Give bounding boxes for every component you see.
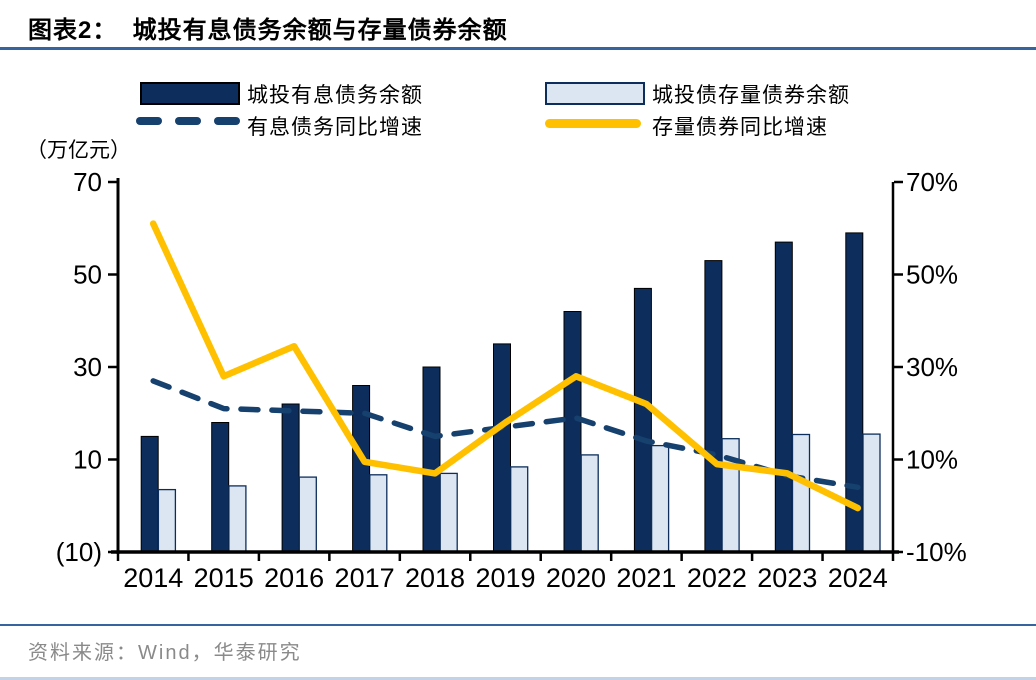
- legend-swatch-bar-dark: [140, 82, 240, 105]
- legend-item-bond-growth: 存量债券同比增速: [652, 116, 828, 139]
- legend-swatch-dashed-line: [136, 117, 240, 125]
- legend-swatch-bar-light: [545, 82, 645, 105]
- bar-s0-2019: [493, 343, 511, 553]
- y-tick-label-right: 70%: [906, 167, 958, 197]
- y-tick-label-left: 30: [73, 352, 102, 382]
- bar-s1-2018: [439, 472, 458, 553]
- bar-s1-2015: [228, 485, 247, 553]
- bar-s0-2021: [633, 287, 652, 553]
- bar-s0-2022: [704, 260, 723, 553]
- axis-unit-label: （万亿元）: [26, 139, 131, 162]
- x-tick-label: 2021: [616, 563, 676, 593]
- title-underline: [0, 47, 1036, 50]
- y-tick-label-left: 50: [73, 260, 102, 290]
- x-tick-label: 2018: [405, 563, 465, 593]
- y-tick-label-left: 10: [73, 445, 102, 475]
- x-tick-label: 2022: [687, 563, 747, 593]
- y-tick-label-right: 30%: [906, 352, 958, 382]
- x-tick-label: 2019: [475, 563, 535, 593]
- legend-swatch-solid-line: [545, 119, 641, 128]
- x-tick-label: 2014: [123, 563, 183, 593]
- x-tick-label: 2023: [757, 563, 817, 593]
- bar-s0-2014: [140, 435, 159, 553]
- bar-s0-2020: [563, 311, 582, 553]
- x-tick-label: 2015: [194, 563, 254, 593]
- bar-s0-2015: [211, 422, 230, 553]
- bar-s1-2024: [862, 433, 881, 553]
- bar-s1-2019: [510, 466, 529, 553]
- bar-s1-2014: [157, 488, 177, 553]
- bar-s1-2016: [298, 476, 317, 553]
- y-tick-label-left: 70: [73, 167, 102, 197]
- y-tick-label-right: 10%: [906, 445, 958, 475]
- source-text: 资料来源：Wind，华泰研究: [28, 642, 302, 664]
- y-tick-label-right: 50%: [906, 260, 958, 290]
- x-tick-label: 2017: [335, 563, 395, 593]
- bar-s1-2021: [650, 444, 670, 553]
- line-solid-growth: [149, 220, 862, 512]
- x-tick-label: 2016: [264, 563, 324, 593]
- bar-s1-2020: [580, 454, 599, 553]
- bar-s1-2022: [721, 438, 740, 553]
- legend-item-debt-growth: 有息债务同比增速: [247, 116, 423, 139]
- x-tick-label: 2020: [546, 563, 606, 593]
- line-dashed-growth: [150, 378, 861, 491]
- bottom-border: [0, 677, 1036, 680]
- legend-item-bond-balance: 城投债存量债券余额: [652, 84, 850, 107]
- bar-s1-2023: [791, 433, 811, 553]
- bar-s1-2017: [369, 474, 388, 553]
- bar-s0-2023: [774, 241, 793, 553]
- bar-s0-2016: [281, 403, 300, 553]
- y-tick-label-right: -10%: [906, 537, 967, 567]
- legend-item-debt-balance: 城投有息债务余额: [247, 84, 423, 107]
- y-tick-label-left: (10): [56, 537, 102, 567]
- x-tick-label: 2024: [828, 563, 888, 593]
- chart-title: 图表2： 城投有息债务余额与存量债券余额: [28, 17, 508, 44]
- bar-s0-2017: [352, 385, 371, 553]
- bar-s0-2018: [422, 366, 441, 553]
- source-divider: [0, 624, 1036, 626]
